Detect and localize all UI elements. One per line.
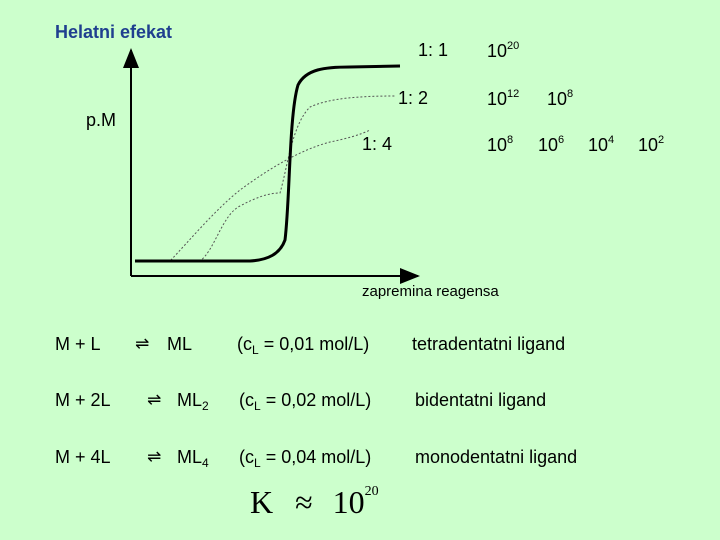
- formula-k: K: [250, 484, 274, 520]
- curve-ratio-1-2: [135, 95, 396, 262]
- curve-ratio-1-1: [135, 64, 401, 263]
- equilibrium-arrow: ⇌: [147, 390, 162, 410]
- constant-1-4-b: 106: [538, 134, 565, 155]
- equation-product: ML4: [177, 447, 209, 470]
- formula-base: 10: [332, 484, 365, 520]
- equation-lhs: M + 4L: [55, 447, 111, 467]
- y-axis-label: p.M: [86, 110, 117, 130]
- equilibrium-arrow: ⇌: [147, 447, 162, 467]
- equation-product: ML2: [177, 390, 209, 413]
- titration-diagram: [123, 48, 420, 284]
- page-title: Helatni efekat: [55, 22, 173, 42]
- constant-1-2-b: 108: [547, 88, 574, 109]
- equation-ligand-type: bidentatni ligand: [415, 390, 547, 410]
- equation-concentration: (cL = 0,01 mol/L): [237, 334, 370, 357]
- formula-approx: ≈: [295, 484, 313, 520]
- equation-ligand-type: monodentatni ligand: [415, 447, 578, 467]
- ratio-label-1-4: 1: 4: [362, 134, 393, 154]
- equation-concentration: (cL = 0,04 mol/L): [239, 447, 372, 470]
- x-axis-label: zapremina reagensa: [362, 283, 499, 300]
- constant-1-4-d: 102: [638, 134, 665, 155]
- equation-ligand-type: tetradentatni ligand: [412, 334, 566, 354]
- equilibrium-arrow: ⇌: [135, 334, 150, 354]
- equation-product: ML: [167, 334, 193, 354]
- equation-lhs: M + L: [55, 334, 101, 354]
- curve-ratio-1-4: [135, 129, 371, 262]
- ratio-label-1-2: 1: 2: [398, 88, 429, 108]
- constant-1-1-a: 1020: [487, 40, 520, 61]
- constant-1-4-c: 104: [588, 134, 615, 155]
- formula-exp: 20: [364, 484, 379, 499]
- stability-constant-formula: K ≈ 1020: [250, 484, 379, 521]
- constant-1-2-a: 1012: [487, 88, 520, 109]
- ratio-label-1-1: 1: 1: [418, 40, 449, 60]
- constant-1-4-a: 108: [487, 134, 514, 155]
- equation-lhs: M + 2L: [55, 390, 111, 410]
- equation-concentration: (cL = 0,02 mol/L): [239, 390, 372, 413]
